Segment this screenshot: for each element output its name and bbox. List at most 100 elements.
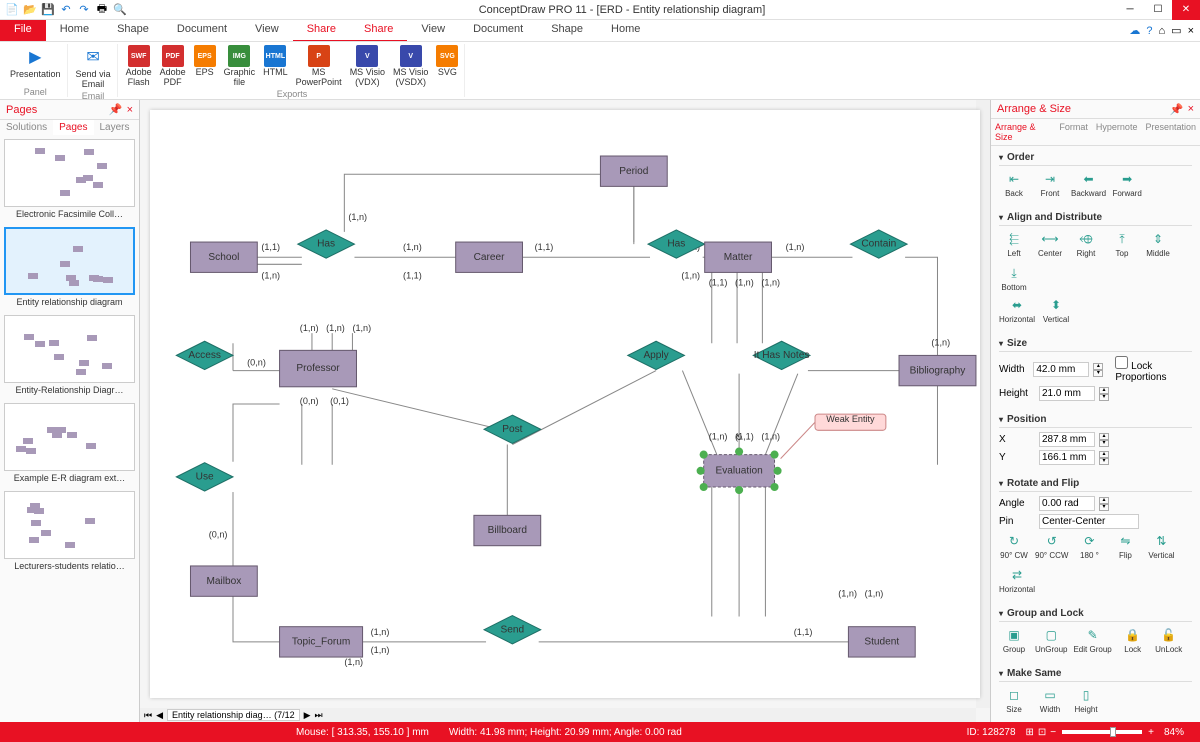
preview-icon[interactable]: 🔍	[112, 2, 128, 18]
editgroup-button[interactable]: ✎Edit Group	[1073, 626, 1111, 654]
page-thumbnail[interactable]	[4, 403, 135, 471]
tab-nav-next-icon[interactable]: ▶	[304, 710, 311, 721]
spin-down-icon[interactable]: ▾	[1099, 394, 1109, 401]
tab-nav-prev-icon[interactable]: ◀	[156, 710, 163, 721]
adobe-pdf-button[interactable]: PDFAdobe PDF	[158, 44, 188, 89]
relation-has2[interactable]: Has	[648, 230, 705, 258]
menu-view[interactable]: View	[241, 20, 293, 41]
height-button[interactable]: ▯Height	[1071, 686, 1101, 714]
front-button[interactable]: ⇥Front	[1035, 170, 1065, 198]
arrange-tab-arrange-size[interactable]: Arrange & Size	[991, 119, 1055, 145]
entity-topic_forum[interactable]: Topic_Forum	[280, 627, 363, 657]
pages-tab-layers[interactable]: Layers	[94, 120, 136, 135]
save-icon[interactable]: 💾	[40, 2, 56, 18]
arrange-tab-presentation[interactable]: Presentation	[1141, 119, 1200, 145]
page-thumbnail[interactable]	[4, 491, 135, 559]
relation-post[interactable]: Post	[484, 415, 541, 443]
spin-up-icon[interactable]: ▴	[1099, 451, 1109, 458]
width-input[interactable]	[1033, 362, 1089, 377]
position-header[interactable]: Position	[999, 412, 1192, 428]
entity-career[interactable]: Career	[456, 242, 523, 272]
lock-button[interactable]: 🔒Lock	[1118, 626, 1148, 654]
angle-input[interactable]	[1039, 496, 1095, 511]
center-button[interactable]: ⟷Center	[1035, 230, 1065, 258]
tab-nav-first-icon[interactable]: ⏮	[144, 710, 152, 721]
menu-share[interactable]: Share	[293, 20, 350, 41]
minimize-button[interactable]: ─	[1116, 0, 1144, 20]
top-button[interactable]: ⤒Top	[1107, 230, 1137, 258]
entity-matter[interactable]: Matter	[705, 242, 772, 272]
backward-button[interactable]: ⬅Backward	[1071, 170, 1106, 198]
redo-icon[interactable]: ↷	[76, 2, 92, 18]
spin-down-icon[interactable]: ▾	[1099, 458, 1109, 465]
menu-shape[interactable]: Shape	[537, 20, 597, 41]
lock-proportions-checkbox[interactable]	[1115, 356, 1128, 369]
bottom-button[interactable]: ⤓Bottom	[999, 264, 1029, 292]
relation-send[interactable]: Send	[484, 616, 541, 644]
snap-icon[interactable]: ⊡	[1038, 727, 1046, 738]
menu-home[interactable]: Home	[597, 20, 654, 41]
maximize-button[interactable]: ☐	[1144, 0, 1172, 20]
entity-bibliography[interactable]: Bibliography	[899, 355, 976, 385]
zoom-slider[interactable]	[1062, 730, 1142, 734]
arrange-tab-format[interactable]: Format	[1055, 119, 1092, 145]
vert-button[interactable]: ⇅Vertical	[1146, 532, 1176, 560]
menu-document[interactable]: Document	[459, 20, 537, 41]
entity-billboard[interactable]: Billboard	[474, 515, 541, 545]
entity-evaluation[interactable]: Evaluation↻	[697, 432, 782, 494]
graphic-file-button[interactable]: IMGGraphic file	[222, 44, 258, 89]
page-thumbnail[interactable]	[4, 139, 135, 207]
menu-shape[interactable]: Shape	[103, 20, 163, 41]
send-email-button[interactable]: ✉Send via Email	[74, 44, 113, 91]
pin-icon[interactable]: 📌	[109, 103, 123, 116]
spin-down-icon[interactable]: ▾	[1099, 440, 1109, 447]
print-icon[interactable]: 🖶	[94, 2, 110, 18]
height-input[interactable]	[1039, 386, 1095, 401]
ms-powerpoint-button[interactable]: PMS PowerPoint	[294, 44, 344, 89]
back-button[interactable]: ⇤Back	[999, 170, 1029, 198]
tab-nav-last-icon[interactable]: ⏭	[315, 710, 323, 721]
pin-icon[interactable]: 📌	[1170, 103, 1184, 116]
horizontal-button[interactable]: ⬌Horizontal	[999, 296, 1035, 324]
rotate-header[interactable]: Rotate and Flip	[999, 476, 1192, 492]
spin-up-icon[interactable]: ▴	[1099, 497, 1109, 504]
horizontal-scrollbar[interactable]: ⏮ ◀ Entity relationship diag… (7/12 ▶ ⏭	[140, 708, 976, 722]
adobe-flash-button[interactable]: SWFAdobe Flash	[124, 44, 154, 89]
size-header[interactable]: Size	[999, 336, 1192, 352]
open-icon[interactable]: 📂	[22, 2, 38, 18]
canvas[interactable]: (1,1)(1,n)(1,n)(1,1)(1,1)(1,n)(1,n)(1,n)…	[150, 110, 980, 698]
unlock-button[interactable]: 🔓UnLock	[1154, 626, 1184, 654]
menu-file[interactable]: File	[0, 20, 46, 41]
undo-icon[interactable]: ↶	[58, 2, 74, 18]
close-panel-icon[interactable]: ×	[127, 104, 133, 116]
html-button[interactable]: HTMLHTML	[261, 44, 290, 89]
svg-button[interactable]: SVGSVG	[434, 44, 460, 89]
zoom-out-icon[interactable]: −	[1050, 727, 1056, 738]
cw-button[interactable]: ↻90° CW	[999, 532, 1029, 560]
page-thumbnail[interactable]	[4, 315, 135, 383]
relation-use[interactable]: Use	[176, 463, 233, 491]
spin-down-icon[interactable]: ▾	[1093, 370, 1103, 377]
close-panel-icon[interactable]: ×	[1188, 103, 1194, 115]
spin-up-icon[interactable]: ▴	[1099, 387, 1109, 394]
forward-button[interactable]: ➡Forward	[1112, 170, 1142, 198]
order-header[interactable]: Order	[999, 150, 1192, 166]
eps-button[interactable]: EPSEPS	[192, 44, 218, 89]
home-icon[interactable]: ⌂	[1159, 25, 1166, 37]
entity-student[interactable]: Student	[848, 627, 915, 657]
page-thumbnail[interactable]	[4, 227, 135, 295]
menu-document[interactable]: Document	[163, 20, 241, 41]
x-input[interactable]	[1039, 432, 1095, 447]
width-button[interactable]: ▭Width	[1035, 686, 1065, 714]
relation-ithasnotes[interactable]: It Has Notes	[753, 341, 810, 369]
grid-icon[interactable]: ⊞	[1026, 727, 1034, 738]
pages-tab-pages[interactable]: Pages	[53, 120, 93, 135]
relation-apply[interactable]: Apply	[628, 341, 685, 369]
relation-has1[interactable]: Has	[298, 230, 355, 258]
sheet-tab[interactable]: Entity relationship diag… (7/12	[167, 709, 300, 721]
ms-visio-vdx-button[interactable]: VMS Visio (VDX)	[348, 44, 387, 89]
spin-down-icon[interactable]: ▾	[1099, 504, 1109, 511]
help-icon[interactable]: ?	[1146, 25, 1152, 37]
entity-mailbox[interactable]: Mailbox	[190, 566, 257, 596]
group-button[interactable]: ▣Group	[999, 626, 1029, 654]
